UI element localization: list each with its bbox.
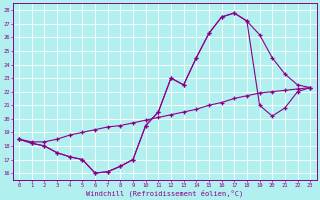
X-axis label: Windchill (Refroidissement éolien,°C): Windchill (Refroidissement éolien,°C) (86, 189, 243, 197)
